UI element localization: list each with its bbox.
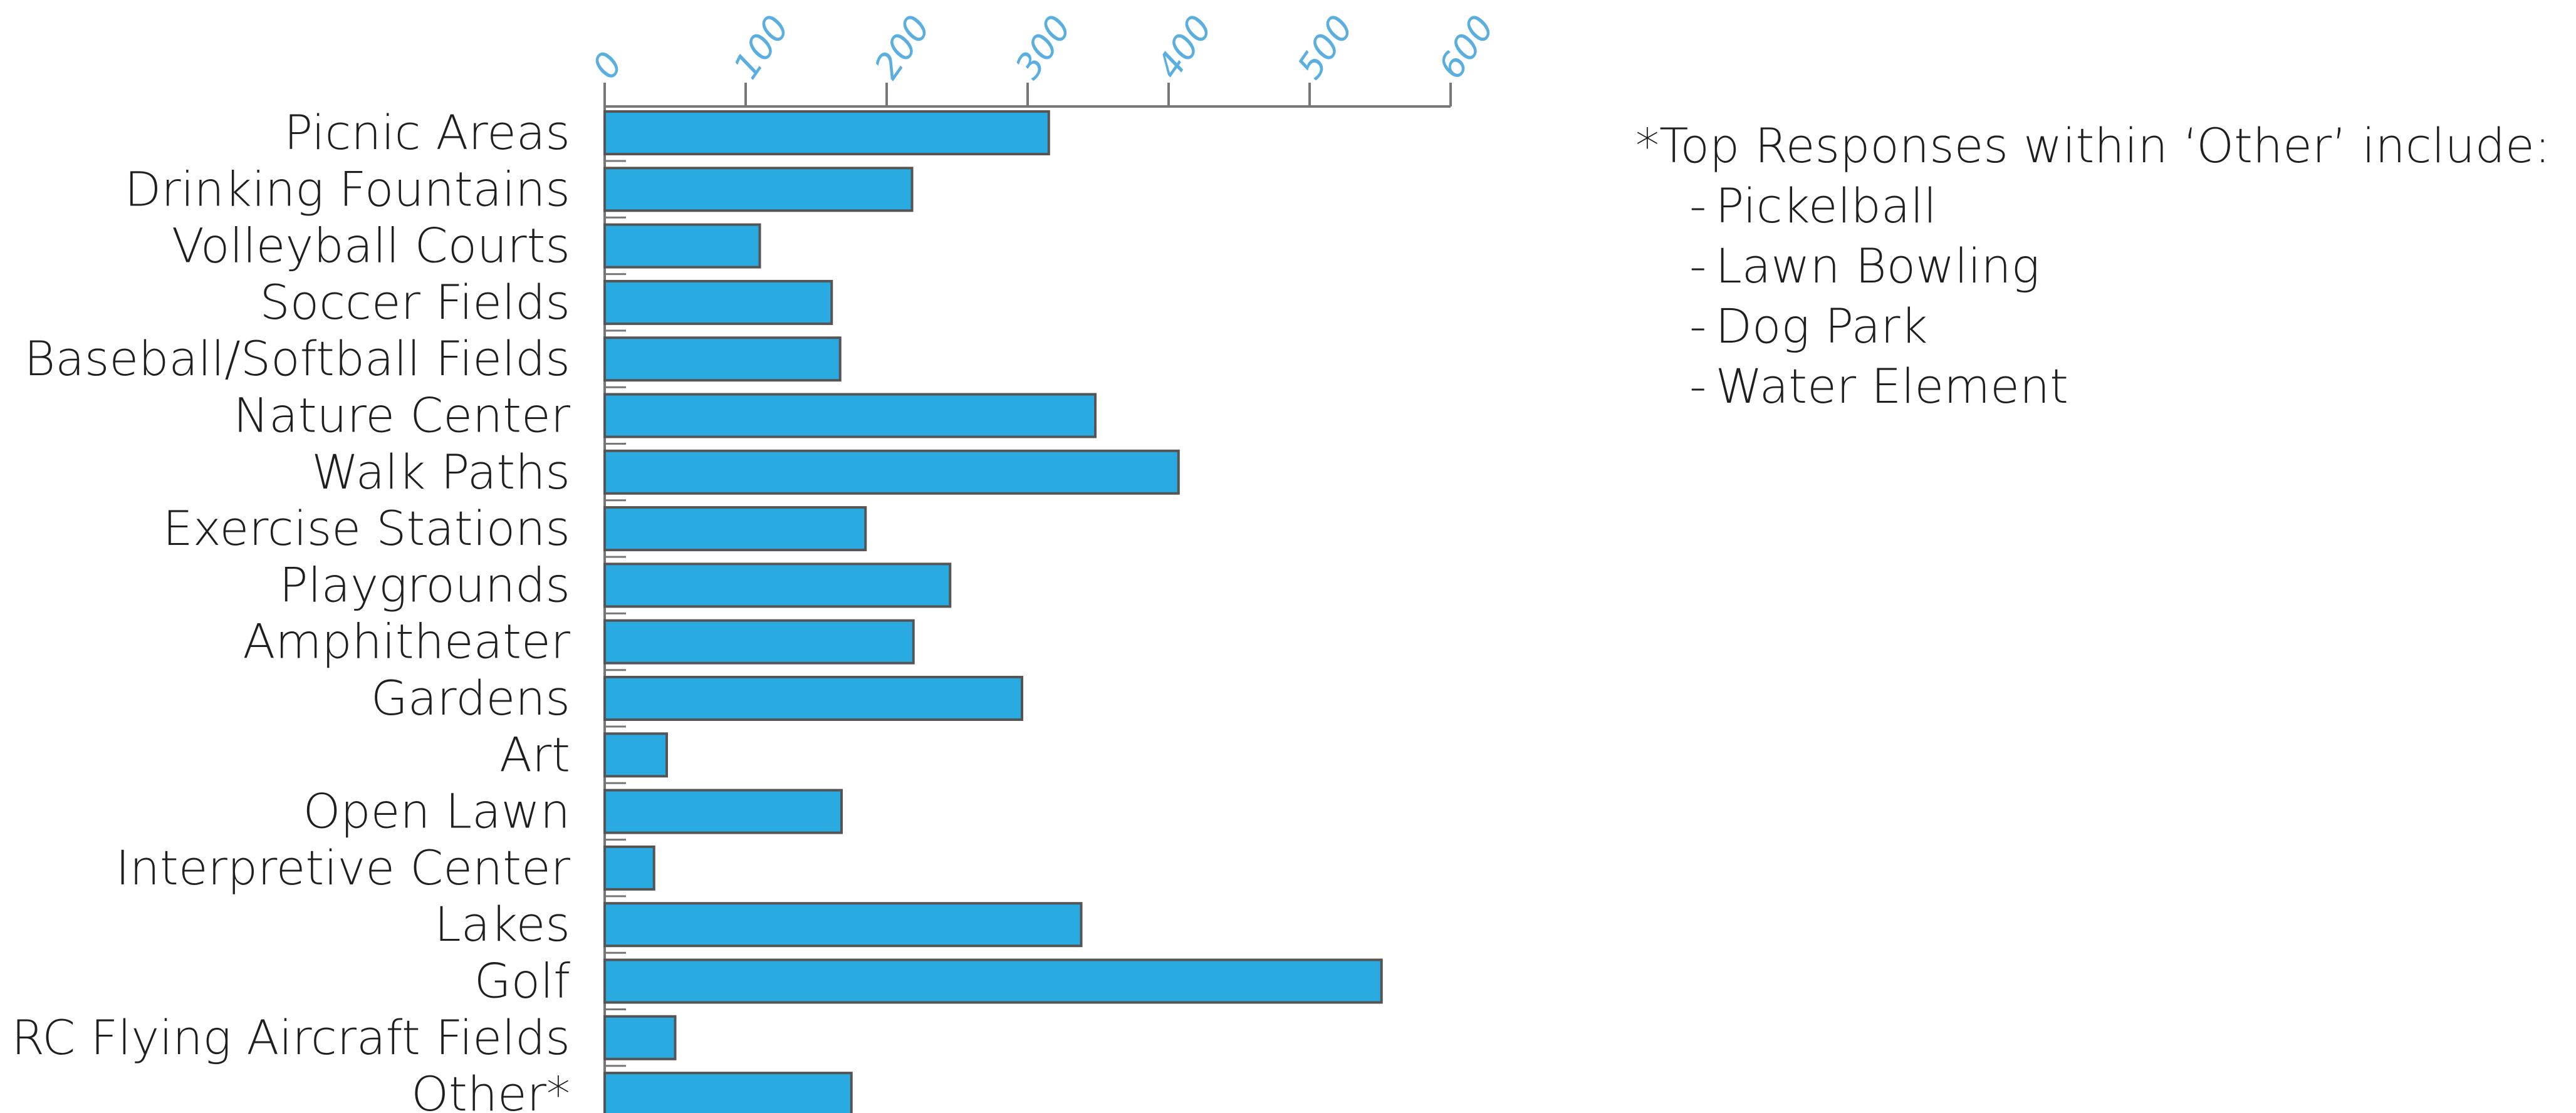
bar (603, 902, 1083, 948)
category-label: Soccer Fields (260, 274, 570, 330)
bar (603, 167, 914, 212)
category-label: Art (499, 727, 570, 782)
bar (603, 676, 1023, 721)
category-label: Interpretive Center (115, 840, 570, 896)
note-item-text: Water Element (1715, 358, 2068, 414)
category-label: Playgrounds (279, 557, 570, 613)
bar (603, 449, 1180, 495)
x-tick-label: 300 (1008, 8, 1080, 86)
category-label: Nature Center (233, 388, 570, 443)
bar (603, 845, 655, 891)
note-bullet: - (1689, 238, 1707, 294)
category-label: Other* (411, 1066, 570, 1113)
note-item: - Lawn Bowling (1635, 236, 2550, 296)
bar (603, 619, 915, 665)
category-label: Lakes (434, 896, 570, 952)
x-tick-label: 500 (1290, 8, 1362, 86)
bar (603, 223, 761, 269)
x-tick-label: 600 (1431, 8, 1503, 86)
note-item: - Water Element (1635, 356, 2550, 417)
category-label: Baseball/Softball Fields (24, 331, 570, 386)
note-bullet: - (1689, 358, 1707, 414)
x-tick-label: 400 (1149, 8, 1221, 86)
bar (603, 279, 833, 325)
note-item: - Dog Park (1635, 296, 2550, 356)
note-item-text: Dog Park (1715, 298, 1928, 354)
bar (603, 336, 842, 382)
bar (603, 958, 1383, 1004)
bar (603, 562, 952, 608)
x-tick-label: 200 (867, 8, 939, 86)
bar (603, 506, 867, 552)
note-bullet: - (1689, 178, 1707, 234)
category-label: Exercise Stations (163, 500, 570, 556)
bar (603, 110, 1050, 155)
note-list: - Pickelball - Lawn Bowling - Dog Park - Wat… (1635, 176, 2550, 417)
category-label: RC Flying Aircraft Fields (11, 1010, 570, 1065)
note-heading: *Top Responses within ‘Other’ include: (1635, 118, 2551, 173)
note-item-text: Pickelball (1715, 178, 1937, 234)
category-label: Drinking Fountains (125, 161, 570, 217)
note-item-text: Lawn Bowling (1715, 238, 2040, 294)
category-label: Volleyball Courts (172, 218, 570, 274)
category-label: Gardens (371, 670, 570, 726)
bar-chart: 0 100 200 300 400 500 600 Picnic AreasDrinking … (11, 8, 1503, 1113)
category-label: Picnic Areas (284, 105, 570, 160)
other-responses-note: *Top Responses within ‘Other’ include: -… (1635, 116, 2550, 417)
category-label: Open Lawn (303, 784, 570, 839)
note-bullet: - (1689, 298, 1707, 354)
category-label: Amphitheater (242, 614, 570, 670)
bar (603, 789, 843, 834)
bar (603, 393, 1097, 438)
bar (603, 732, 668, 778)
bar (603, 1072, 853, 1113)
x-tick-label: 0 (585, 45, 631, 86)
category-label: Walk Paths (311, 444, 570, 500)
note-item: - Pickelball (1635, 176, 2550, 236)
bar (603, 1015, 677, 1060)
category-label: Golf (474, 953, 571, 1009)
x-tick-label: 100 (726, 8, 798, 86)
